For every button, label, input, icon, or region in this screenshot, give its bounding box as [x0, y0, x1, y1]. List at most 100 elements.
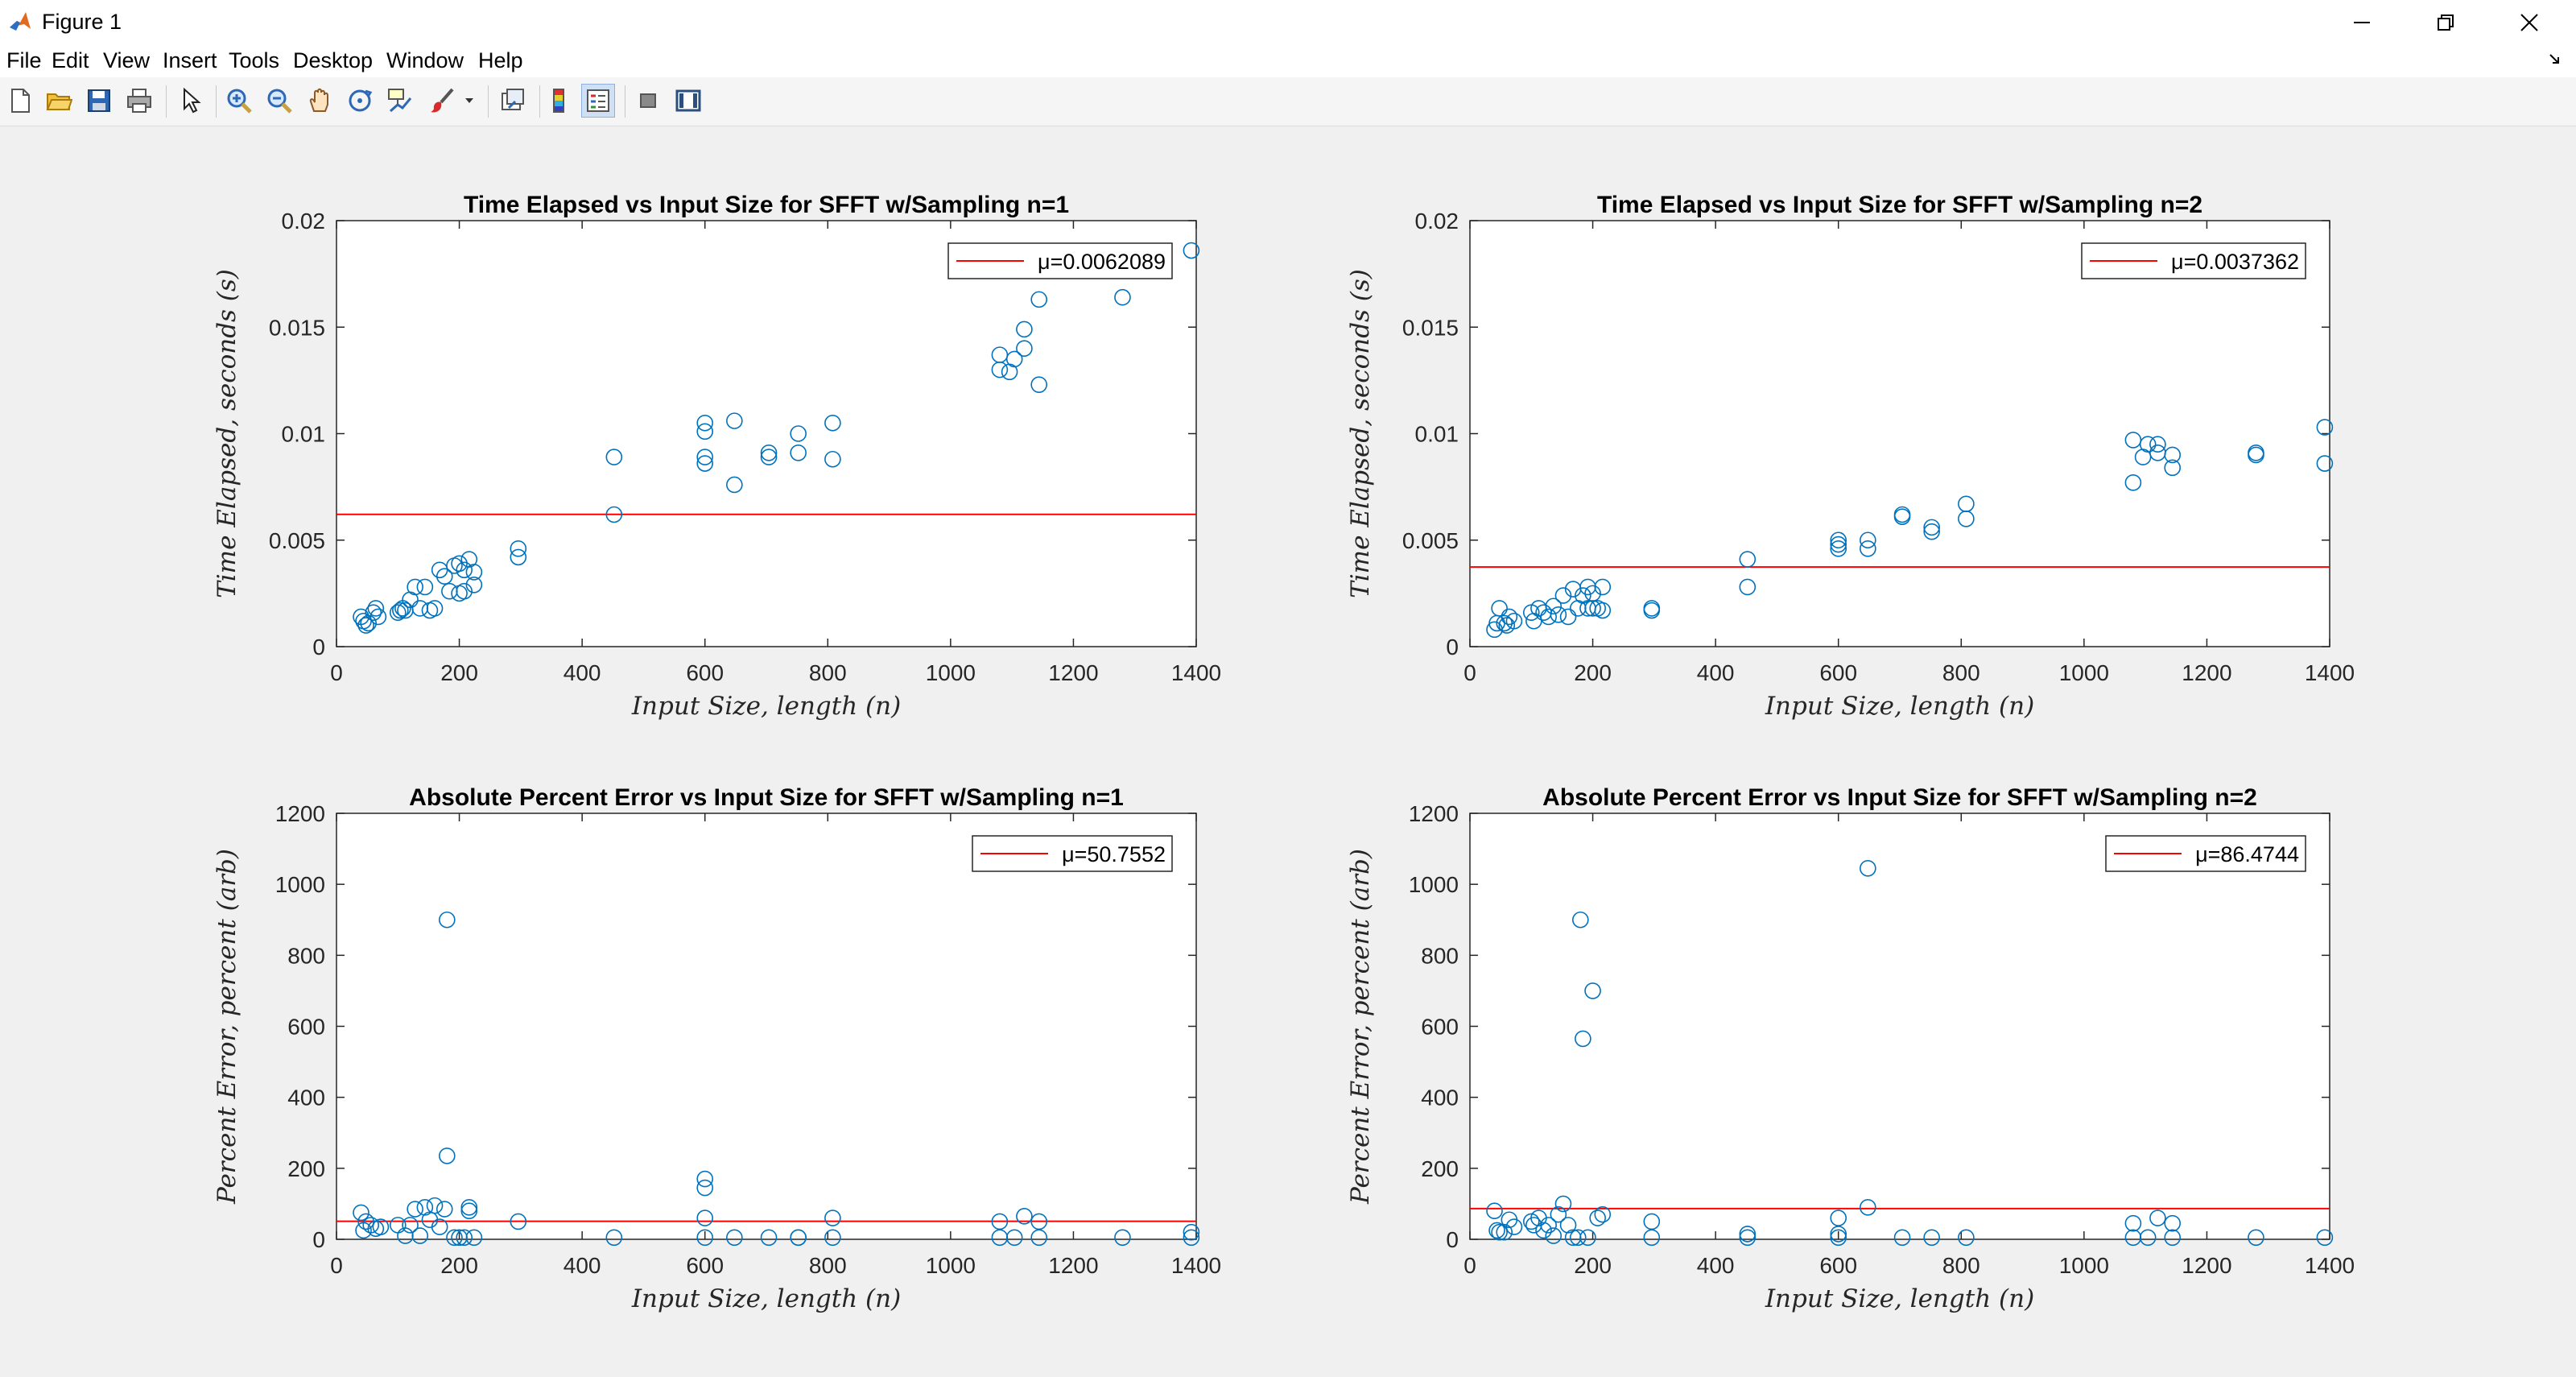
- y-tick-label: 600: [287, 1015, 325, 1040]
- rotate-3d-button[interactable]: [343, 84, 377, 118]
- rotate-3d-icon: [349, 89, 373, 112]
- zoom-in-button[interactable]: [222, 84, 256, 118]
- legend[interactable]: μ=0.0062089: [947, 242, 1173, 279]
- print-button[interactable]: [122, 84, 156, 118]
- plot-area[interactable]: [1469, 813, 2330, 1240]
- legend-label: μ=86.4744: [2195, 842, 2299, 866]
- colorbar-button[interactable]: [543, 84, 576, 118]
- data-point: [460, 1202, 478, 1220]
- menu-help[interactable]: Help: [478, 48, 523, 72]
- data-point: [510, 1213, 527, 1230]
- data-point: [465, 564, 483, 581]
- data-point: [1016, 1208, 1033, 1225]
- menu-desktop[interactable]: Desktop: [293, 48, 374, 72]
- data-point: [1550, 606, 1567, 623]
- data-point: [416, 1199, 434, 1216]
- data-point: [760, 449, 778, 465]
- y-tick-label: 200: [287, 1156, 325, 1181]
- data-point: [1860, 531, 1876, 549]
- data-point: [1958, 510, 1975, 527]
- open-file-button[interactable]: [42, 84, 76, 118]
- data-point: [1579, 1229, 1596, 1247]
- data-point: [1183, 242, 1200, 259]
- toolbar-separator: [539, 85, 540, 118]
- data-point: [991, 1213, 1009, 1230]
- close-button[interactable]: [2487, 0, 2571, 45]
- hide-plot-tools-icon: [640, 93, 656, 108]
- x-tick-label: 400: [564, 1253, 601, 1278]
- y-axis-label: Time Elapsed, seconds (s): [1346, 269, 1375, 598]
- plot-area[interactable]: [1469, 220, 2330, 647]
- y-tick-label: 0: [1446, 635, 1459, 660]
- legend-box: [947, 242, 1173, 279]
- plot-area[interactable]: [336, 220, 1197, 647]
- data-point: [2164, 446, 2182, 464]
- legend[interactable]: μ=86.4744: [2105, 835, 2306, 872]
- y-tick-label: 0.015: [1402, 315, 1459, 340]
- y-tick-label: 200: [1421, 1156, 1459, 1181]
- link-plot-button[interactable]: [496, 84, 530, 118]
- data-point: [1005, 350, 1023, 368]
- plot-area[interactable]: [336, 813, 1197, 1240]
- restore-button[interactable]: [2404, 0, 2487, 45]
- axes-1[interactable]: 0 200 400 600 800 1000 1200 1400 0 0.005 0.01 0.015…: [213, 192, 1221, 721]
- new-figure-button[interactable]: [3, 84, 37, 118]
- data-point: [365, 604, 382, 621]
- data-point: [1739, 551, 1757, 568]
- data-point: [1550, 1205, 1567, 1223]
- legend[interactable]: μ=50.7552: [972, 835, 1173, 872]
- hide-plot-tools-button[interactable]: [631, 84, 665, 118]
- legend-label: μ=0.0062089: [1038, 250, 1166, 274]
- brush-button[interactable]: [425, 84, 459, 118]
- legend[interactable]: μ=0.0037362: [2081, 242, 2306, 279]
- legend-box: [2081, 242, 2306, 279]
- data-point: [367, 600, 385, 617]
- menu-edit[interactable]: Edit: [52, 48, 89, 72]
- data-point: [1016, 320, 1033, 338]
- data-point: [1958, 1229, 1975, 1247]
- y-tick-label: 1000: [275, 872, 325, 897]
- data-point: [357, 617, 374, 634]
- data-point: [1505, 1218, 1523, 1235]
- chevron-down-icon: [465, 98, 473, 103]
- menu-window[interactable]: Window: [386, 48, 464, 72]
- data-point: [605, 449, 623, 465]
- data-point: [696, 455, 714, 472]
- save-button[interactable]: [82, 84, 116, 118]
- data-point: [1739, 578, 1757, 596]
- x-tick-label: 400: [1697, 660, 1735, 685]
- data-point: [460, 1199, 478, 1216]
- minimize-button[interactable]: [2320, 0, 2404, 45]
- y-tick-label: 800: [1421, 943, 1459, 968]
- menu-insert[interactable]: Insert: [163, 48, 217, 72]
- data-point: [1643, 1213, 1661, 1230]
- data-point: [824, 450, 841, 468]
- brush-dropdown[interactable]: [460, 84, 478, 118]
- menu-view[interactable]: View: [103, 48, 151, 72]
- pan-button[interactable]: [303, 84, 336, 118]
- data-point: [1830, 1210, 1847, 1226]
- edit-plot-button[interactable]: [174, 84, 208, 118]
- x-tick-label: 800: [809, 1253, 847, 1278]
- x-tick-label: 400: [1697, 1253, 1735, 1278]
- data-point: [439, 911, 456, 928]
- data-point: [726, 412, 743, 429]
- data-point: [760, 445, 778, 461]
- data-point: [726, 476, 743, 494]
- axes-2[interactable]: 0 200 400 600 800 1000 1200 1400 0 0.005 0.01 0.015…: [1346, 192, 2355, 721]
- legend-button[interactable]: [581, 84, 615, 118]
- data-point: [1030, 1229, 1048, 1247]
- dock-arrow-icon[interactable]: [2547, 50, 2565, 68]
- menu-tools[interactable]: Tools: [229, 48, 280, 72]
- data-point: [362, 1217, 380, 1234]
- show-plot-tools-button[interactable]: [671, 84, 705, 118]
- data-cursor-button[interactable]: [383, 84, 417, 118]
- x-tick-label: 800: [809, 660, 847, 685]
- zoom-out-button[interactable]: [262, 84, 296, 118]
- menu-file[interactable]: File: [6, 48, 42, 72]
- data-point: [1505, 612, 1523, 630]
- axes-4[interactable]: 0 200 400 600 800 1000 1200 1400 0 200 400 600 800 10…: [1346, 784, 2355, 1313]
- x-tick-label: 1200: [2182, 660, 2231, 685]
- x-tick-label: 600: [1819, 660, 1857, 685]
- axes-3[interactable]: 0 200 400 600 800 1000 1200 1400 0 200 400 600 800 10…: [213, 784, 1221, 1313]
